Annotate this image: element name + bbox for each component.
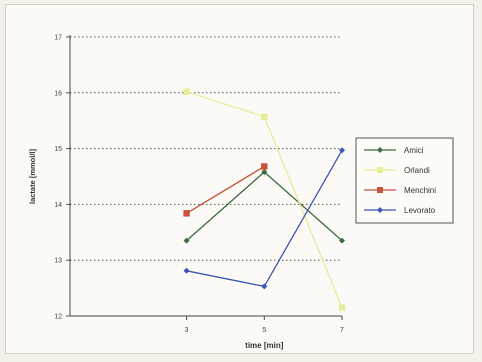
data-point-levorato (339, 147, 345, 154)
legend: Amici Orlandi Menchini Levorato (355, 137, 454, 224)
y-tick-label: 12 (54, 314, 62, 321)
data-point-menchini (183, 210, 190, 217)
legend-label-menchini: Menchini (404, 186, 436, 195)
legend-label-levorato: Levorato (404, 206, 436, 215)
legend-label-orlandi: Orlandi (404, 166, 430, 175)
data-point-orlandi (261, 113, 268, 120)
data-point-amici (339, 237, 345, 244)
data-point-levorato (261, 283, 268, 290)
gridlines (70, 36, 342, 261)
legend-label-amici: Amici (404, 146, 424, 155)
series-line-amici (186, 171, 343, 242)
x-tick-label: 7 (340, 327, 344, 334)
data-point-amici (183, 237, 190, 244)
x-tick-label: 3 (185, 327, 189, 334)
y-tick-label: 16 (54, 90, 62, 97)
legend-marker-menchini (377, 187, 383, 193)
series-group (183, 88, 346, 311)
x-axis-label: time [min] (245, 341, 284, 350)
legend-marker-orlandi (377, 167, 383, 173)
legend-box (355, 137, 454, 224)
y-axis-label: lactate [mmol/l] (28, 148, 37, 204)
data-point-orlandi (183, 88, 190, 95)
x-tick-label: 5 (262, 327, 266, 334)
y-tick-label: 13 (54, 258, 62, 265)
axes: 12 13 14 15 16 17 3 5 7 (54, 35, 344, 335)
data-point-amici (261, 169, 268, 176)
data-point-menchini (261, 163, 268, 170)
y-tick-label: 17 (54, 35, 62, 42)
data-point-levorato (183, 267, 190, 274)
series-line-menchini (186, 165, 265, 214)
y-tick-label: 14 (54, 202, 62, 209)
y-tick-label: 15 (54, 146, 62, 153)
legend-marker-levorato (377, 207, 383, 213)
data-point-orlandi (338, 304, 346, 311)
legend-marker-amici (377, 147, 383, 153)
